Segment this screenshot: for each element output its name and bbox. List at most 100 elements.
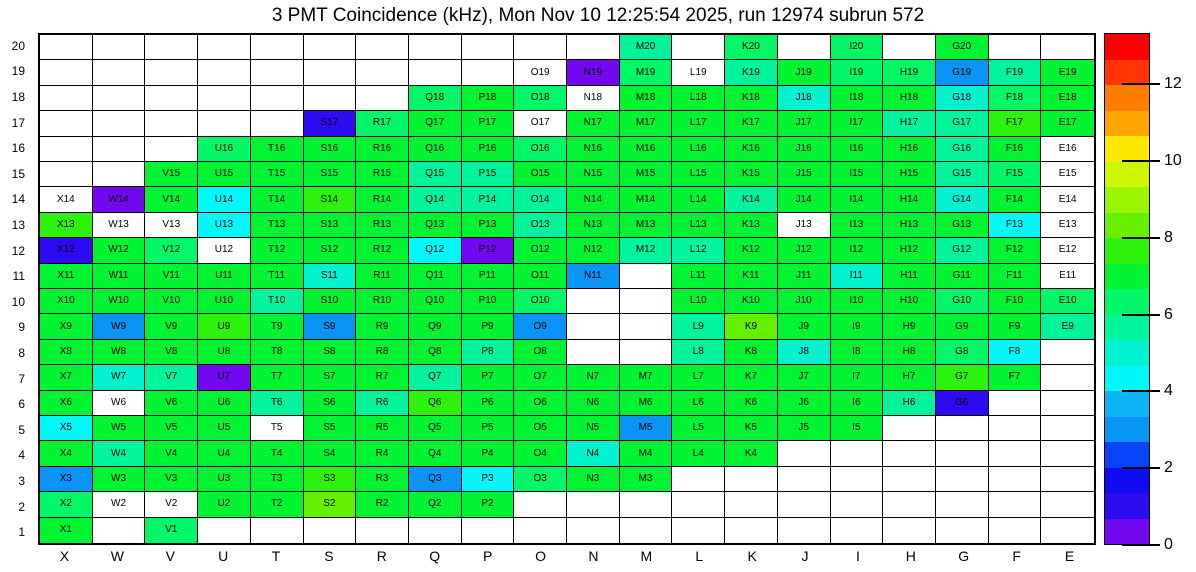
grid-cell-M15: M15 [619, 161, 673, 188]
grid-cell-empty [883, 415, 936, 442]
cell-label: W2 [111, 498, 127, 510]
grid-cell-empty [461, 60, 515, 86]
grid-cell-M16: M16 [619, 136, 673, 162]
cell-label: J13 [795, 218, 812, 230]
x-axis-label: R [376, 548, 387, 564]
grid-cell-J10: J10 [777, 288, 831, 315]
cell-label: K9 [744, 320, 758, 332]
cell-label: R17 [372, 117, 392, 129]
grid-cell-W5: W5 [92, 415, 146, 442]
cell-label: P4 [481, 447, 494, 459]
grid-cell-empty [356, 517, 409, 543]
cell-label: N17 [583, 117, 603, 129]
cell-label: U5 [217, 422, 231, 434]
grid-cell-empty [1041, 365, 1094, 391]
grid-cell-empty [514, 517, 567, 543]
cell-label: O5 [533, 422, 547, 434]
grid-cell-O16: O16 [514, 136, 567, 162]
grid-cell-W6: W6 [92, 390, 146, 416]
cell-label: O8 [533, 345, 547, 357]
grid-cell-empty [777, 466, 831, 493]
grid-cell-N17: N17 [567, 111, 620, 137]
cell-label: O6 [533, 396, 547, 408]
grid-cell-H13: H13 [883, 212, 936, 239]
cell-label: E14 [1058, 193, 1077, 205]
cell-label: T4 [270, 447, 283, 459]
colorbar-tick-line [1122, 467, 1160, 470]
grid-cell-empty [989, 517, 1042, 543]
y-axis-label: 13 [11, 218, 25, 232]
grid-cell-N13: N13 [567, 212, 620, 239]
grid-cell-Q14: Q14 [408, 187, 462, 213]
cell-label: R2 [375, 498, 389, 510]
grid-cell-L18: L18 [672, 85, 726, 112]
grid-cell-K4: K4 [725, 441, 778, 467]
colorbar-band [1105, 314, 1149, 340]
grid-cell-K5: K5 [725, 415, 778, 442]
grid-cell-empty [883, 492, 936, 518]
cell-label: O10 [530, 295, 550, 307]
cell-label: P14 [478, 193, 497, 205]
cell-label: G7 [955, 371, 969, 383]
cell-label: J8 [798, 345, 809, 357]
cell-label: I15 [849, 168, 864, 180]
cell-label: F19 [1005, 66, 1024, 78]
grid-cell-empty [303, 35, 357, 61]
grid-cell-empty [145, 35, 199, 61]
grid-cell-G13: G13 [935, 212, 989, 239]
cell-label: O4 [533, 447, 547, 459]
grid-cell-I15: I15 [830, 161, 884, 188]
cell-label: G13 [952, 218, 972, 230]
cell-label: I11 [849, 269, 863, 281]
cell-label: X2 [59, 498, 72, 510]
cell-label: L11 [690, 269, 707, 281]
colorbar-band [1105, 212, 1149, 238]
colorbar-tick-line [1122, 390, 1160, 393]
cell-label: I5 [852, 422, 861, 434]
cell-label: X5 [59, 422, 72, 434]
cell-label: N7 [586, 371, 600, 383]
x-axis-label: U [218, 548, 229, 564]
grid-cell-empty [672, 35, 726, 61]
y-axis-label: 20 [11, 38, 25, 53]
grid-cell-N16: N16 [567, 136, 620, 162]
cell-label: O12 [530, 244, 550, 256]
colorbar-band [1105, 238, 1149, 264]
grid-cell-N7: N7 [567, 365, 620, 391]
grid-cell-X11: X11 [40, 263, 93, 289]
colorbar-tick-label: 10 [1164, 151, 1182, 169]
cell-label: O18 [530, 91, 550, 103]
cell-label: P8 [481, 345, 494, 357]
cell-label: I18 [849, 91, 864, 103]
grid-cell-empty [250, 60, 304, 86]
grid-cell-empty [514, 35, 567, 61]
grid-cell-empty [356, 60, 409, 86]
cell-label: W3 [111, 472, 127, 484]
grid-cell-K9: K9 [725, 314, 778, 340]
grid-cell-empty [145, 60, 199, 86]
grid-cell-empty [988, 415, 1042, 442]
colorbar-tick-line [1122, 313, 1160, 316]
cell-label: L5 [692, 422, 704, 434]
cell-label: J11 [795, 269, 812, 281]
cell-label: E11 [1059, 269, 1077, 281]
cell-label: X1 [59, 524, 72, 536]
grid-cell-empty [514, 492, 567, 518]
grid-cell-M17: M17 [619, 111, 673, 137]
grid-cell-U16: U16 [198, 136, 251, 162]
cell-label: U4 [217, 447, 231, 459]
cell-label: J5 [798, 422, 809, 434]
cell-label: R8 [375, 345, 389, 357]
grid-cell-K15: K15 [725, 161, 778, 188]
grid-cell-O9: O9 [514, 314, 567, 340]
cell-label: F7 [1008, 371, 1021, 383]
grid-cell-W11: W11 [92, 263, 146, 289]
grid-cell-K16: K16 [725, 136, 778, 162]
grid-cell-empty [935, 415, 989, 442]
grid-cell-X8: X8 [40, 339, 93, 366]
cell-label: N5 [586, 422, 600, 434]
x-axis-label: F [1012, 548, 1021, 564]
cell-label: K15 [742, 168, 760, 180]
cell-label: V12 [162, 244, 181, 256]
